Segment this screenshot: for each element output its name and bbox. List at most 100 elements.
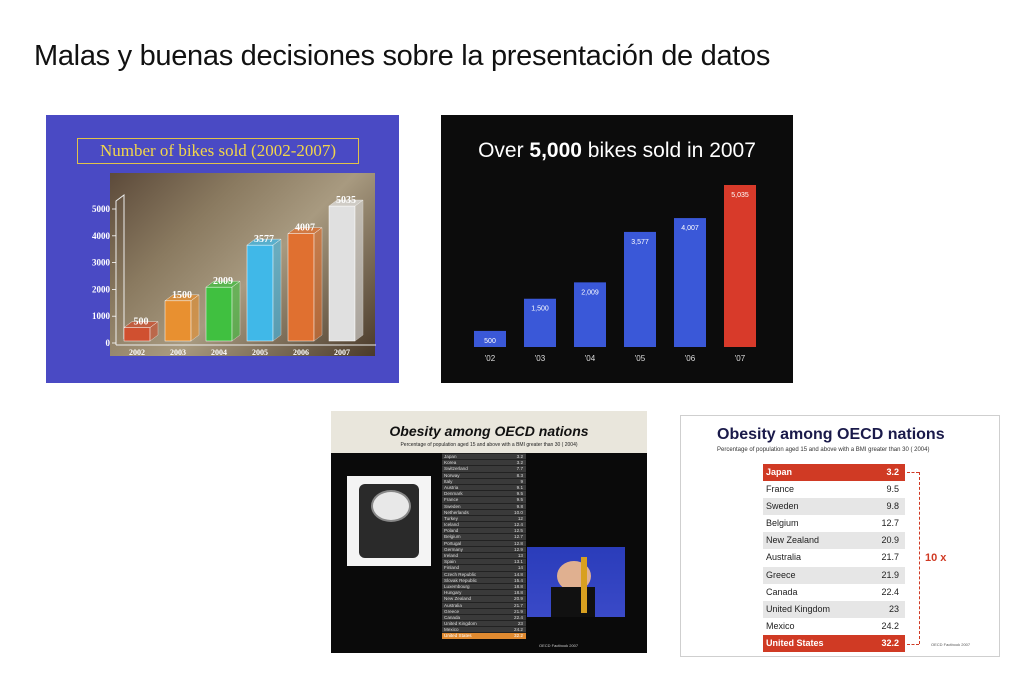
good-chart-title: Over 5,000 bikes sold in 2007: [441, 139, 793, 163]
table-row: Italy 9: [442, 477, 526, 484]
bar: [724, 185, 756, 347]
country-cell: Finland: [444, 565, 460, 571]
y-tick-label: 5000: [92, 204, 111, 214]
y-tick-label: 1000: [92, 311, 111, 321]
country-cell: France: [444, 497, 459, 503]
country-cell: United States: [766, 637, 824, 648]
country-cell: Sweden: [444, 503, 461, 509]
ten-times-annotation: 10 x: [925, 552, 947, 564]
value-cell: 15.4: [514, 577, 523, 583]
bar-front: [164, 300, 192, 342]
value-cell: 9.5: [516, 491, 523, 497]
country-cell: Mexico: [766, 620, 795, 631]
bar: [624, 231, 656, 347]
country-cell: Belgium: [444, 534, 461, 540]
measuring-tape-photo: [527, 547, 625, 617]
x-tick-label: 2005: [252, 348, 268, 357]
table-row: Australia 21.7: [442, 601, 526, 608]
value-cell: 9.1: [516, 484, 523, 490]
bar-front: [287, 233, 315, 342]
country-cell: Portugal: [444, 540, 462, 546]
x-tick-label: '02: [485, 354, 496, 363]
value-cell: 9.8: [886, 501, 899, 512]
value-cell: 9: [520, 478, 523, 484]
bad-obesity-source: OECD Factbook 2007: [539, 643, 579, 648]
country-cell: Czech Republic: [444, 571, 477, 577]
value-cell: 14: [517, 565, 523, 571]
country-cell: Netherlands: [444, 509, 469, 515]
bar-value-label: 4007: [295, 223, 315, 234]
country-cell: France: [766, 484, 795, 495]
table-row: New Zealand 20.9: [442, 595, 526, 602]
value-cell: 12.8: [514, 540, 523, 546]
x-tick-label: '04: [585, 354, 596, 363]
table-row: Canada 22.4: [763, 584, 905, 601]
country-cell: Sweden: [766, 501, 799, 512]
bad-obesity-table: Japan 3.2 Korea 3.2 Switzerland 7.7 Norway 8.3 I…: [442, 453, 526, 639]
table-row: United Kingdom 23: [763, 600, 905, 618]
value-cell: 12.7: [881, 518, 899, 529]
country-cell: Hungary: [444, 590, 462, 596]
bar-side: [354, 199, 364, 342]
value-cell: 20.9: [881, 535, 899, 546]
y-tick-label: 4000: [92, 231, 111, 241]
table-row: Greece 21.9: [442, 607, 526, 614]
good-obesity-slide: Obesity among OECD nations Percentage of…: [680, 415, 1000, 657]
country-cell: Switzerland: [444, 466, 468, 472]
country-cell: Greece: [766, 569, 796, 580]
bar-side: [149, 321, 159, 342]
table-row: Iceland 12.4: [442, 521, 526, 528]
good-obesity-source: OECD Factbook 2007: [931, 642, 971, 647]
value-cell: 21.9: [514, 608, 523, 614]
bad-obesity-title: Obesity among OECD nations: [389, 423, 589, 439]
good-title-pre: Over: [478, 139, 530, 162]
good-title-post: bikes sold in 2007: [581, 139, 756, 162]
bad-obesity-slide: Obesity among OECD nations Percentage of…: [331, 411, 647, 653]
table-row: Denmark 9.5: [442, 490, 526, 497]
bar: [574, 282, 606, 347]
bar-value-label: 3577: [254, 234, 274, 245]
value-cell: 3.2: [516, 454, 523, 459]
bar-value-label: 2009: [213, 276, 233, 287]
table-row: Japan 3.2: [763, 464, 905, 482]
table-row: Ireland 13: [442, 552, 526, 559]
table-row: Finland 14: [442, 564, 526, 571]
x-tick-label: 2006: [293, 348, 309, 357]
table-row: Australia 21.7: [763, 549, 905, 566]
bar-value-label: 500: [484, 338, 496, 345]
country-cell: Australia: [766, 552, 802, 563]
country-cell: Canada: [766, 586, 798, 597]
country-cell: New Zealand: [444, 596, 472, 602]
value-cell: 10.0: [514, 509, 523, 515]
country-cell: Japan: [766, 467, 793, 477]
bracket-line: [919, 472, 920, 644]
y-tick-label: 0: [106, 338, 111, 348]
country-cell: Australia: [444, 602, 462, 608]
value-cell: 32.2: [881, 637, 899, 648]
value-cell: 9.5: [886, 484, 899, 495]
table-row: United Kingdom 23: [442, 620, 526, 627]
x-tick-label: '06: [685, 354, 696, 363]
table-row: Germany 12.9: [442, 545, 526, 552]
page-title: Malas y buenas decisiones sobre la prese…: [34, 40, 771, 72]
bar-value-label: 3,577: [631, 239, 649, 246]
country-cell: Belgium: [766, 518, 799, 529]
table-row: Austria 9.1: [442, 483, 526, 491]
x-tick-label: 2003: [170, 348, 186, 357]
country-cell: Luxembourg: [444, 583, 470, 589]
value-cell: 13: [517, 553, 523, 558]
bar-value-label: 1500: [172, 290, 192, 301]
value-cell: 21.7: [881, 552, 899, 563]
table-row: France 9.5: [763, 481, 905, 498]
table-row: France 9.5: [442, 496, 526, 503]
good-obesity-subtitle: Percentage of population aged 15 and abo…: [717, 447, 930, 453]
value-cell: 14.8: [514, 571, 523, 577]
value-cell: 22.4: [881, 586, 899, 597]
bar-front: [123, 327, 151, 342]
table-row: Mexico 24.2: [442, 626, 526, 633]
bar-value-label: 5035: [336, 195, 356, 206]
x-tick-label: 2007: [334, 348, 350, 357]
table-row: Belgium 12.7: [442, 533, 526, 540]
country-cell: Mexico: [444, 627, 459, 633]
value-cell: 24.2: [514, 627, 523, 633]
